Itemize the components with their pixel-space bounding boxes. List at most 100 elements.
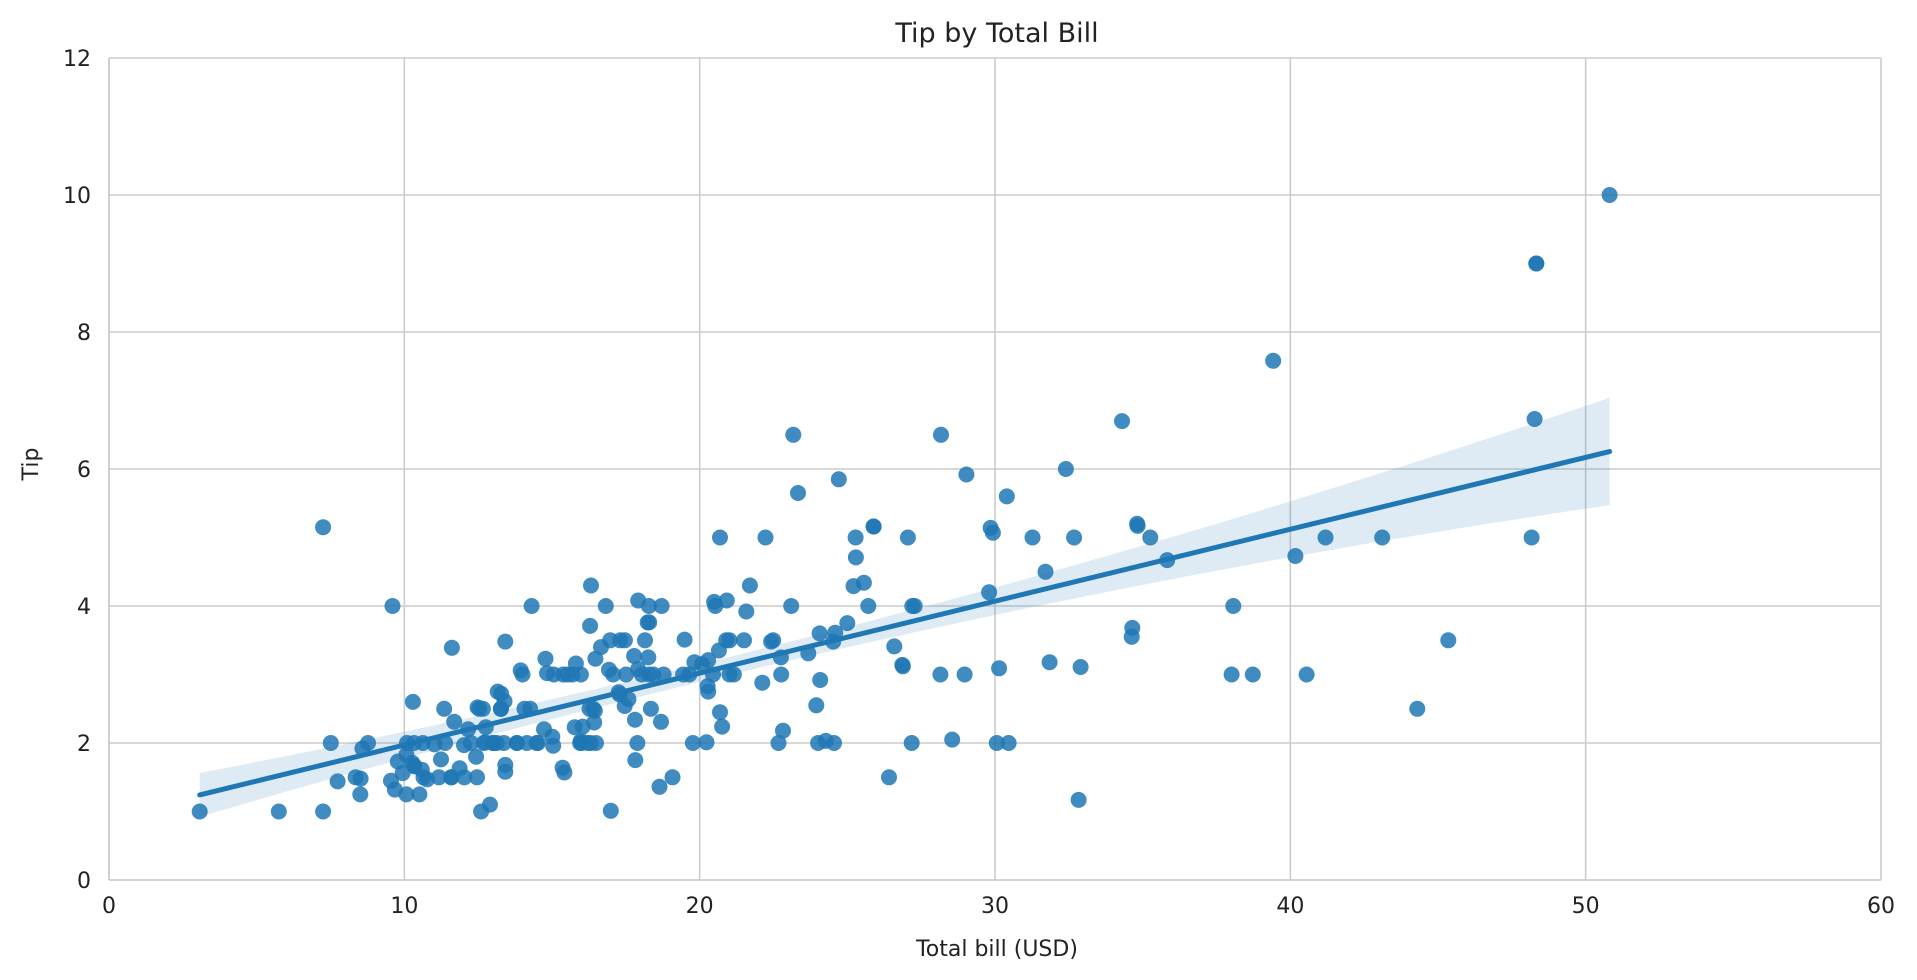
data-point [1317,529,1334,546]
data-point [497,763,514,780]
data-point [389,753,406,770]
data-point [514,666,531,683]
data-point [714,718,731,735]
data-point [627,711,643,728]
confidence-band-area [199,397,1610,817]
data-point [1142,529,1159,546]
data-point [1124,619,1141,636]
data-point [528,735,545,751]
data-point [812,672,829,688]
data-point [322,735,339,751]
data-point [315,803,332,820]
data-point [597,598,614,614]
data-point [630,661,647,677]
data-point [712,529,728,546]
data-point [582,617,599,634]
data-point [785,426,802,443]
data-point [1041,654,1058,671]
data-point [585,700,602,717]
data-point [1601,187,1618,203]
grid [108,57,1882,881]
data-point [1057,461,1074,477]
data-point [436,700,453,717]
data-point [1223,666,1240,683]
data-point [493,685,510,702]
x-axis-label: Total bill (USD) [915,937,1078,962]
data-point [536,721,552,738]
data-point [587,650,604,667]
data-point [384,598,401,614]
data-point [554,759,571,776]
data-point [1072,659,1089,675]
axes-spines [108,58,1881,881]
y-tick-label: 10 [63,184,91,209]
data-point [270,803,287,820]
data-point [352,786,369,803]
data-point [1024,529,1041,546]
data-point [736,632,752,649]
data-point [1066,529,1083,546]
y-tick-label: 2 [77,732,91,757]
data-point [1129,517,1146,534]
x-tick-label: 30 [981,894,1009,919]
data-point [982,519,999,536]
data-point [773,666,790,683]
data-point [775,722,791,739]
data-point [443,639,460,656]
data-point [605,666,622,683]
data-point [1037,563,1054,580]
y-tick-labels: 0 2 4 6 8 10 12 [63,47,91,894]
data-point [523,598,540,614]
data-point [616,632,633,649]
data-point [642,700,659,717]
data-point [329,773,346,790]
data-point [894,656,911,673]
data-point [626,648,643,664]
data-point [845,578,862,595]
data-point [754,674,771,691]
data-point [881,769,897,786]
data-point [419,771,436,788]
x-tick-label: 40 [1276,894,1304,919]
data-point [817,732,834,749]
data-point [443,769,460,786]
data-point [653,713,669,730]
data-point [741,577,758,594]
data-point [763,633,780,650]
data-point [191,803,208,820]
data-point [639,614,656,631]
y-tick-label: 4 [77,595,91,620]
data-point [757,529,774,546]
regression-line [197,449,1613,798]
data-point [718,632,735,649]
data-point [446,713,463,730]
data-point [738,603,755,620]
data-point [998,488,1015,505]
regression-line-path [197,449,1613,798]
data-point [1287,548,1304,564]
data-point [629,735,646,751]
data-point [437,735,454,751]
data-point [906,598,923,614]
data-point [1244,666,1261,683]
y-axis-label: Tip [19,448,44,482]
data-point [618,666,635,683]
data-point [1225,598,1242,614]
data-point [653,598,670,614]
data-point [932,666,949,683]
data-point [637,632,653,649]
data-point [783,598,800,614]
data-point [811,625,828,642]
data-point [433,751,449,768]
data-point [404,693,421,710]
data-point [1265,352,1282,369]
data-point [808,697,825,714]
data-point [497,633,514,650]
data-point [694,656,710,673]
data-point [651,778,668,795]
x-tick-label: 10 [390,894,418,919]
data-point [988,735,1005,751]
data-point [847,549,864,566]
data-point [860,598,877,614]
